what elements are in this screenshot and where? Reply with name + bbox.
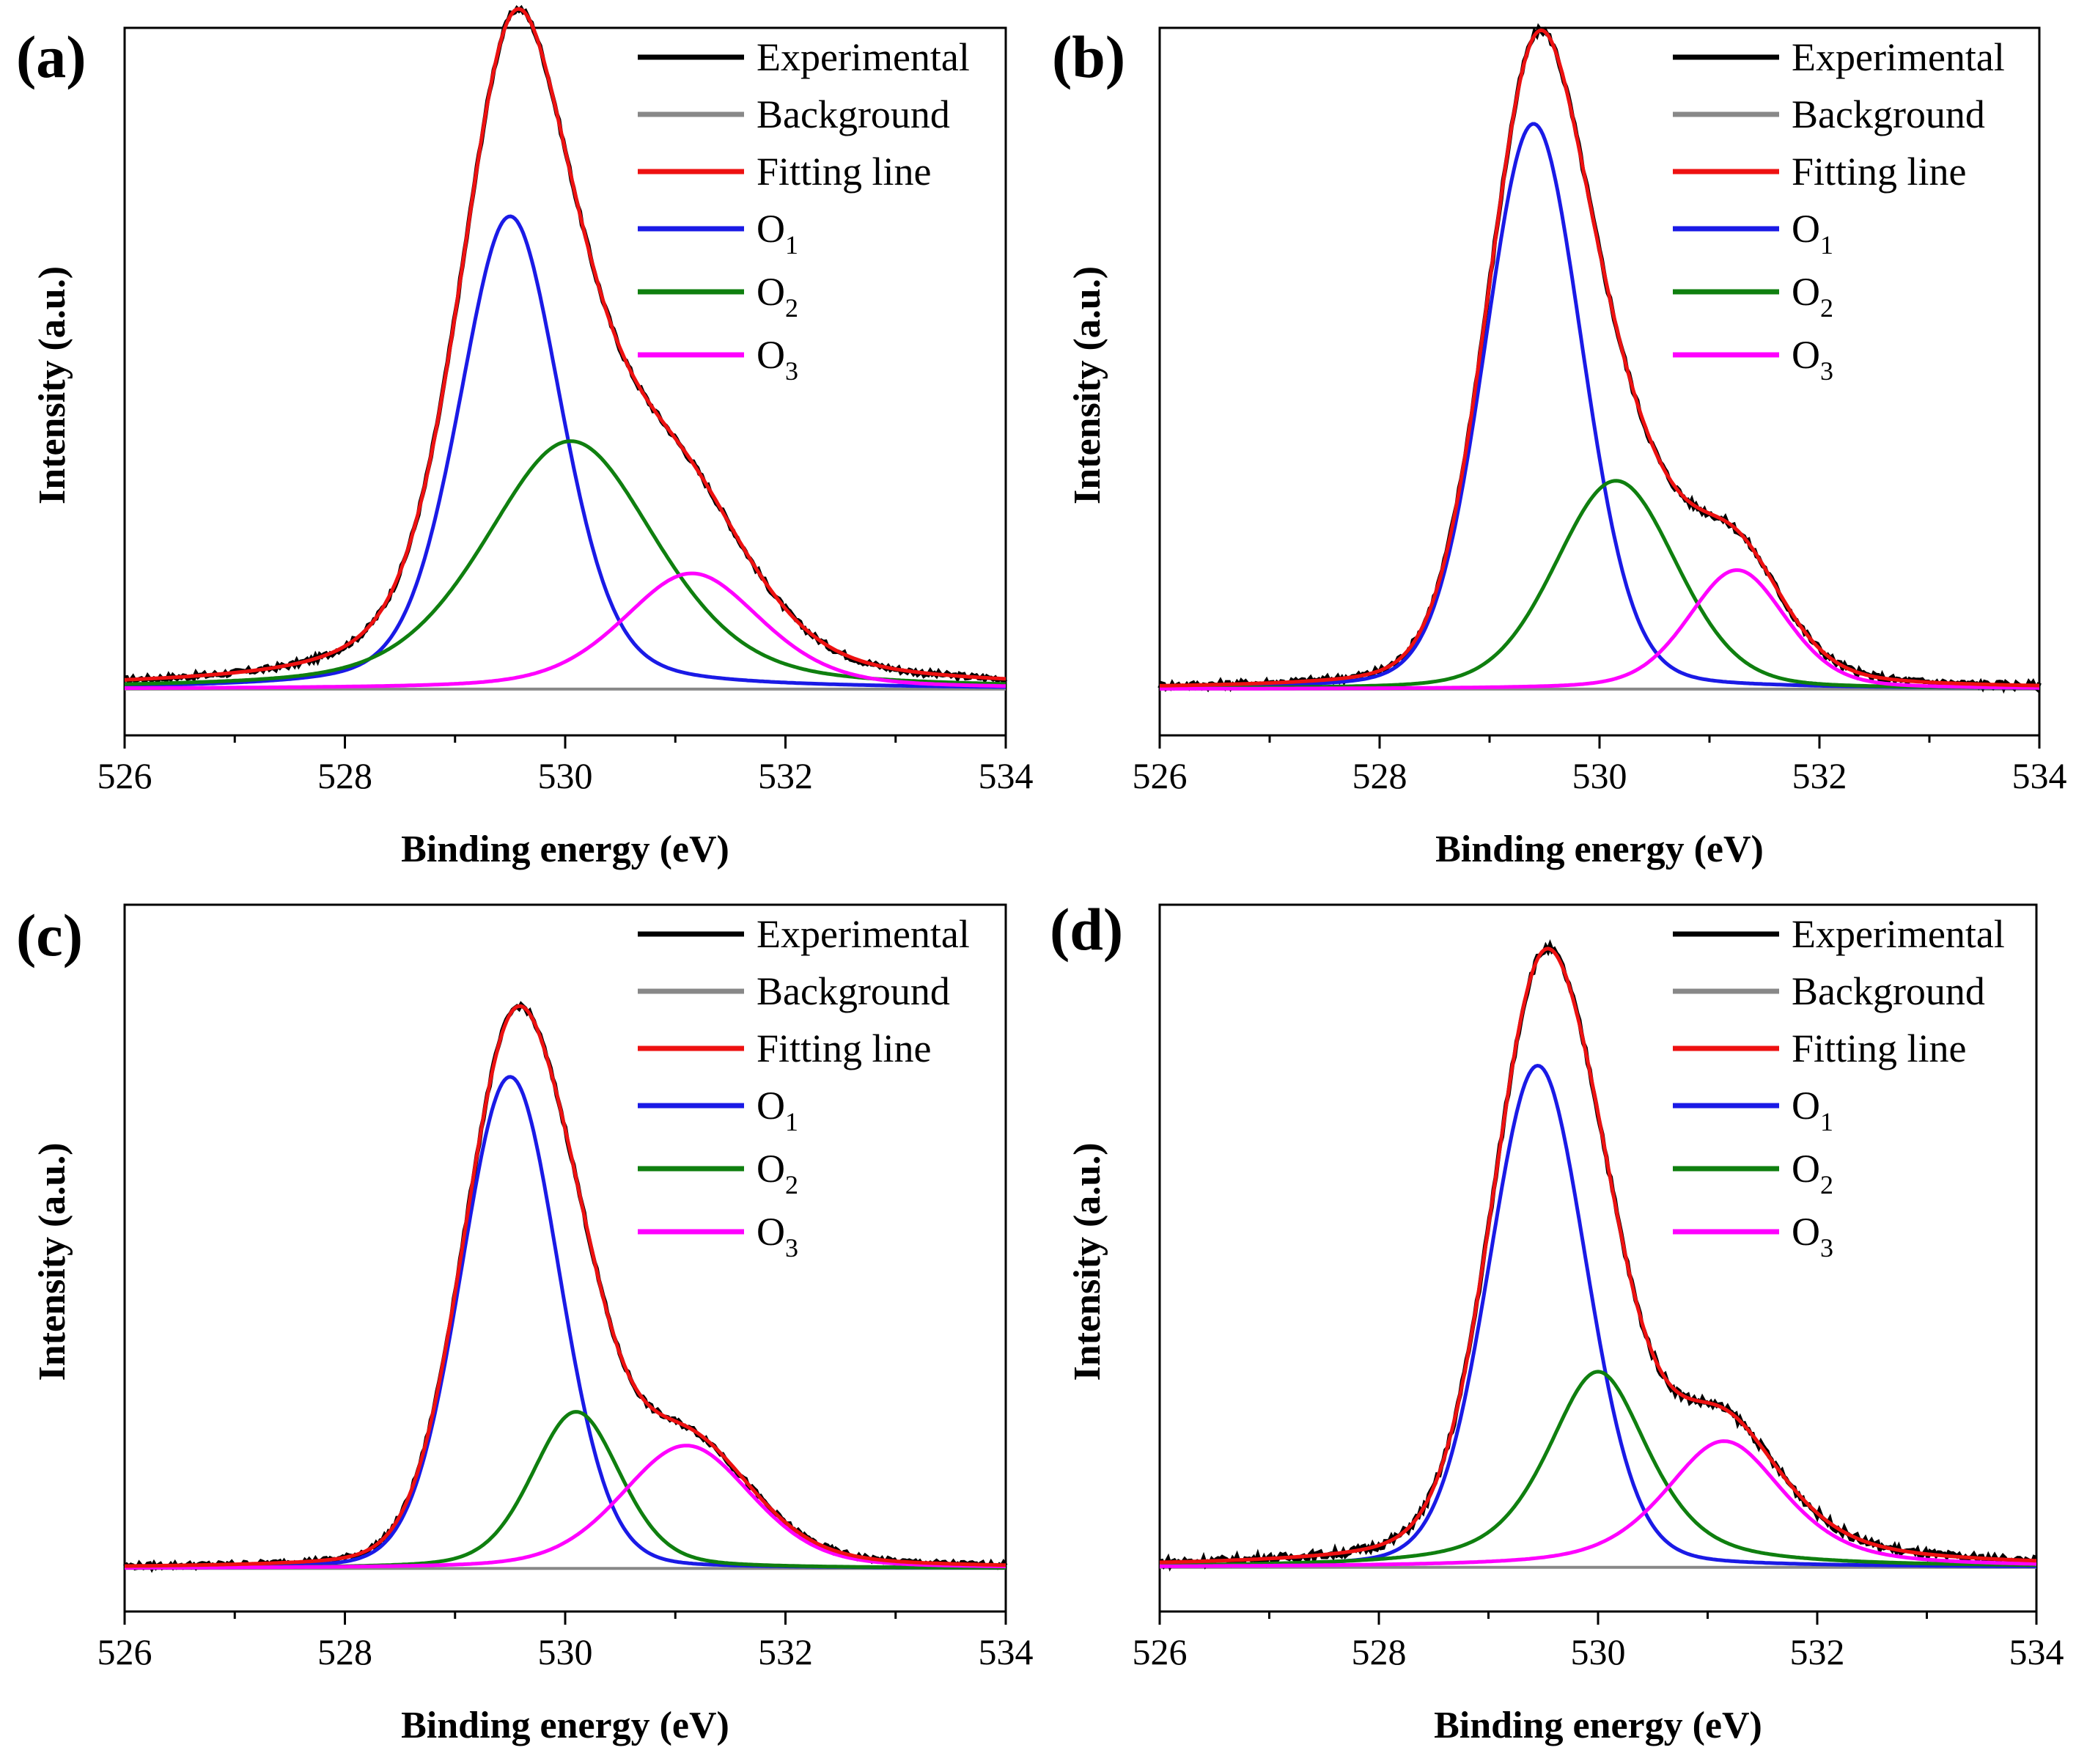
legend-label: Experimental <box>1792 912 2005 956</box>
series-o1 <box>1160 1063 2036 1568</box>
legend-label: O2 <box>757 270 798 323</box>
legend-label: Background <box>1792 92 1985 136</box>
panel-label: (d) <box>1050 896 1123 963</box>
series-o2 <box>1160 479 2039 690</box>
x-tick-label: 534 <box>979 1631 1034 1672</box>
series-o2 <box>125 1410 1006 1570</box>
legend-label: O3 <box>757 333 798 386</box>
legend-label: Background <box>1792 969 1985 1013</box>
legend-label: O3 <box>1792 333 1833 386</box>
x-tick-label: 528 <box>317 1631 372 1672</box>
x-tick-label: 534 <box>2012 755 2067 796</box>
series-o2 <box>1160 1370 2036 1568</box>
xps-panel-a: (a) 526 528 530 532 534 Binding energy (eV) Int… <box>16 4 1034 870</box>
series-o1 <box>125 214 1006 689</box>
legend-label: O2 <box>1792 270 1833 323</box>
y-axis-title: Intensity (a.u.) <box>32 266 73 504</box>
legend-label: O1 <box>1792 1084 1833 1136</box>
series-experimental <box>122 1001 1008 1573</box>
y-axis-title: Intensity (a.u.) <box>1067 1142 1108 1381</box>
y-axis-title: Intensity (a.u.) <box>32 1142 73 1381</box>
series-o3 <box>1160 568 2040 691</box>
x-tick-label: 532 <box>1792 755 1847 796</box>
panel-label: (c) <box>16 902 83 969</box>
series-fitting-line <box>1159 947 2036 1565</box>
legend-label: Fitting line <box>757 150 932 194</box>
x-tick-label: 534 <box>979 755 1034 796</box>
legend-label: O3 <box>757 1210 798 1263</box>
series-o3 <box>1160 1439 2037 1568</box>
x-tick-label: 530 <box>538 1631 593 1672</box>
xps-panel-d: (d) 526 528 530 532 534 Binding energy (eV) Int… <box>1050 896 2064 1746</box>
xps-panel-c: (c) 526 528 530 532 534 Binding energy (eV) Int… <box>16 902 1034 1746</box>
x-tick-label: 526 <box>1133 755 1188 796</box>
x-tick-label: 530 <box>538 755 593 796</box>
x-tick-label: 530 <box>1572 755 1627 796</box>
x-axis-title: Binding energy (eV) <box>401 1705 729 1746</box>
x-tick-label: 530 <box>1571 1631 1626 1672</box>
legend-label: Background <box>757 969 950 1013</box>
x-tick-label: 528 <box>1352 1631 1407 1672</box>
legend-label: O1 <box>757 207 798 260</box>
x-tick-label: 532 <box>1790 1631 1845 1672</box>
x-axis-title: Binding energy (eV) <box>401 828 729 870</box>
x-tick-label: 528 <box>1352 755 1407 796</box>
panel-label: (a) <box>16 23 87 90</box>
legend-label: Experimental <box>757 35 970 79</box>
x-axis-title: Binding energy (eV) <box>1435 828 1764 870</box>
x-tick-label: 532 <box>758 1631 813 1672</box>
legend-label: Background <box>757 92 950 136</box>
legend-label: Experimental <box>1792 35 2005 79</box>
legend-label: O1 <box>757 1084 798 1136</box>
legend-label: O3 <box>1792 1210 1833 1263</box>
x-tick-label: 532 <box>758 755 813 796</box>
x-axis-title: Binding energy (eV) <box>1434 1705 1762 1746</box>
x-tick-label: 526 <box>97 755 152 796</box>
x-tick-label: 526 <box>1133 1631 1188 1672</box>
series-fitting-line <box>124 1004 1006 1568</box>
legend-label: Fitting line <box>1792 150 1967 194</box>
series-o1 <box>125 1075 1006 1570</box>
legend-label: O2 <box>757 1147 798 1199</box>
legend-label: Fitting line <box>1792 1026 1967 1070</box>
series-o3 <box>125 1444 1006 1570</box>
series-o3 <box>124 571 1006 691</box>
legend-label: Experimental <box>757 912 970 956</box>
x-tick-label: 528 <box>317 755 372 796</box>
series-fitting-line <box>1160 28 2040 688</box>
panel-label: (b) <box>1052 23 1125 90</box>
x-tick-label: 534 <box>2009 1631 2064 1672</box>
series-o1 <box>1159 122 2039 690</box>
legend-label: Fitting line <box>757 1026 932 1070</box>
series-o2 <box>124 439 1006 686</box>
x-tick-label: 526 <box>97 1631 152 1672</box>
legend-label: O2 <box>1792 1147 1833 1199</box>
y-axis-title: Intensity (a.u.) <box>1067 266 1108 504</box>
xps-panel-b: (b) 526 528 530 532 534 Binding energy (eV) Int… <box>1052 23 2067 870</box>
series-fitting-line <box>124 7 1006 682</box>
legend-label: O1 <box>1792 207 1833 260</box>
